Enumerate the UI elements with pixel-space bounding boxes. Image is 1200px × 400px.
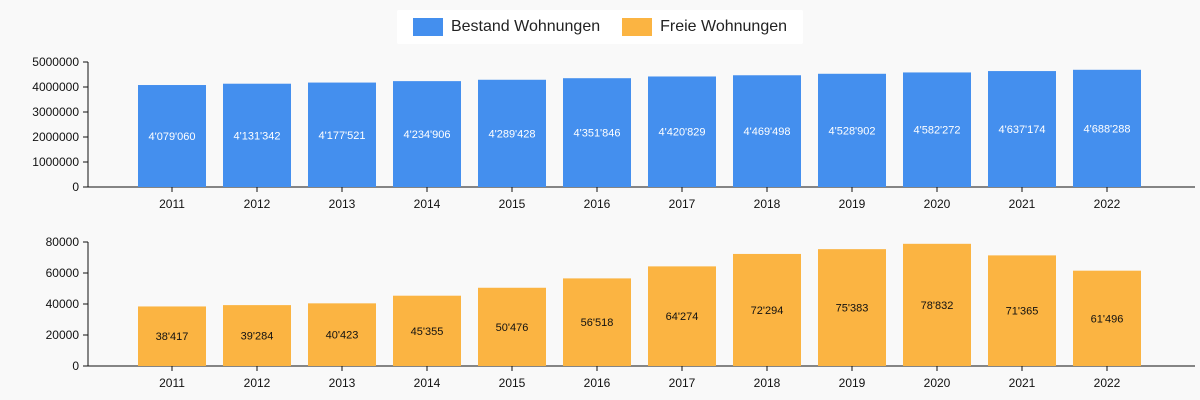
- x-tick-label-bestand-2015: 2015: [499, 197, 526, 211]
- data-label-freie-2022: 61'496: [1091, 313, 1124, 325]
- x-tick-label-freie-2013: 2013: [329, 376, 356, 390]
- data-label-freie-2020: 78'832: [921, 300, 954, 312]
- y-tick-label-bestand: 2000000: [32, 130, 79, 144]
- x-tick-label-freie-2014: 2014: [414, 376, 441, 390]
- bar-freie-2021: [988, 255, 1056, 366]
- bar-bestand-2015: [478, 79, 546, 187]
- x-tick-label-bestand-2019: 2019: [839, 197, 866, 211]
- data-label-freie-2012: 39'284: [241, 331, 274, 343]
- data-label-freie-2017: 64'274: [666, 311, 699, 323]
- bar-bestand-2018: [733, 75, 801, 187]
- y-tick-label-freie: 0: [72, 359, 79, 373]
- x-tick-label-freie-2015: 2015: [499, 376, 526, 390]
- data-label-bestand-2011: 4'079'060: [148, 131, 195, 143]
- y-tick-label-bestand: 4000000: [32, 80, 79, 94]
- bar-freie-2020: [903, 243, 971, 366]
- bar-freie-2016: [563, 278, 631, 366]
- data-label-bestand-2017: 4'420'829: [658, 127, 705, 139]
- bar-freie-2012: [223, 305, 291, 366]
- legend-swatch-bestand: [412, 18, 443, 36]
- x-tick-label-bestand-2014: 2014: [414, 197, 441, 211]
- data-label-freie-2018: 72'294: [751, 305, 784, 317]
- y-tick-label-bestand: 3000000: [32, 105, 79, 119]
- bar-freie-2013: [308, 303, 376, 366]
- y-tick-label-freie: 40000: [46, 297, 80, 311]
- y-tick-label-bestand: 1000000: [32, 155, 79, 169]
- legend-label-freie: Freie Wohnungen: [660, 18, 788, 35]
- data-label-bestand-2012: 4'131'342: [233, 130, 280, 142]
- chart-panel-freie: 0 20000 40000 60000 80000 38'417 2011 39'284 201…: [46, 235, 1195, 390]
- x-tick-label-freie-2016: 2016: [584, 376, 611, 390]
- bar-bestand-2021: [988, 71, 1056, 187]
- x-tick-label-bestand-2017: 2017: [669, 197, 696, 211]
- x-tick-label-bestand-2018: 2018: [754, 197, 781, 211]
- data-label-freie-2019: 75'383: [836, 303, 869, 315]
- data-label-bestand-2013: 4'177'521: [318, 130, 365, 142]
- legend-label-bestand: Bestand Wohnungen: [450, 18, 601, 35]
- data-label-bestand-2020: 4'582'272: [913, 125, 960, 137]
- bar-bestand-2012: [223, 83, 291, 187]
- bar-freie-2018: [733, 253, 801, 366]
- y-tick-label-freie: 20000: [46, 328, 80, 342]
- x-tick-label-bestand-2016: 2016: [584, 197, 611, 211]
- bar-freie-2011: [138, 306, 206, 366]
- data-label-bestand-2015: 4'289'428: [488, 128, 535, 140]
- x-tick-label-freie-2020: 2020: [924, 376, 951, 390]
- data-label-bestand-2018: 4'469'498: [743, 126, 790, 138]
- x-tick-label-bestand-2012: 2012: [244, 197, 271, 211]
- x-tick-label-bestand-2020: 2020: [924, 197, 951, 211]
- bar-bestand-2014: [393, 81, 461, 187]
- bar-bestand-2016: [563, 78, 631, 187]
- bar-freie-2015: [478, 287, 546, 366]
- data-label-freie-2011: 38'417: [156, 331, 189, 343]
- bar-bestand-2020: [903, 72, 971, 187]
- x-tick-label-freie-2011: 2011: [159, 376, 185, 390]
- bar-bestand-2017: [648, 76, 716, 187]
- data-label-freie-2021: 71'365: [1006, 306, 1039, 318]
- data-label-freie-2013: 40'423: [326, 330, 359, 342]
- data-label-bestand-2021: 4'637'174: [998, 124, 1045, 136]
- x-tick-label-bestand-2021: 2021: [1009, 197, 1036, 211]
- data-label-freie-2015: 50'476: [496, 322, 529, 334]
- y-tick-label-freie: 60000: [46, 266, 80, 280]
- x-tick-label-freie-2022: 2022: [1094, 376, 1121, 390]
- legend: Bestand Wohnungen Freie Wohnungen: [397, 10, 803, 44]
- y-tick-label-bestand: 0: [72, 180, 79, 194]
- bar-freie-2022: [1073, 270, 1141, 366]
- legend-swatch-freie: [622, 18, 653, 36]
- data-label-bestand-2014: 4'234'906: [403, 129, 450, 141]
- data-label-bestand-2019: 4'528'902: [828, 125, 875, 137]
- x-tick-label-freie-2018: 2018: [754, 376, 781, 390]
- bar-bestand-2019: [818, 73, 886, 187]
- data-label-freie-2016: 56'518: [581, 317, 614, 329]
- data-label-freie-2014: 45'355: [411, 326, 444, 338]
- bar-freie-2014: [393, 295, 461, 366]
- x-tick-label-bestand-2011: 2011: [159, 197, 185, 211]
- data-label-bestand-2016: 4'351'846: [573, 128, 620, 140]
- x-tick-label-bestand-2013: 2013: [329, 197, 356, 211]
- data-label-bestand-2022: 4'688'288: [1083, 123, 1130, 135]
- bar-freie-2019: [818, 249, 886, 366]
- x-tick-label-bestand-2022: 2022: [1094, 197, 1121, 211]
- bar-bestand-2013: [308, 82, 376, 187]
- y-tick-label-freie: 80000: [46, 235, 80, 249]
- legend-item-freie[interactable]: Freie Wohnungen: [622, 18, 787, 36]
- y-tick-label-bestand: 5000000: [32, 55, 79, 69]
- bar-bestand-2022: [1073, 69, 1141, 187]
- x-tick-label-freie-2019: 2019: [839, 376, 866, 390]
- x-tick-label-freie-2017: 2017: [669, 376, 696, 390]
- x-tick-label-freie-2021: 2021: [1009, 376, 1036, 390]
- legend-item-bestand[interactable]: Bestand Wohnungen: [412, 18, 601, 36]
- bar-bestand-2011: [138, 85, 206, 187]
- bar-freie-2017: [648, 266, 716, 366]
- x-tick-label-freie-2012: 2012: [244, 376, 271, 390]
- chart-panel-bestand: 0 1000000 2000000 3000000 4000000 5000000 4'07…: [32, 55, 1195, 211]
